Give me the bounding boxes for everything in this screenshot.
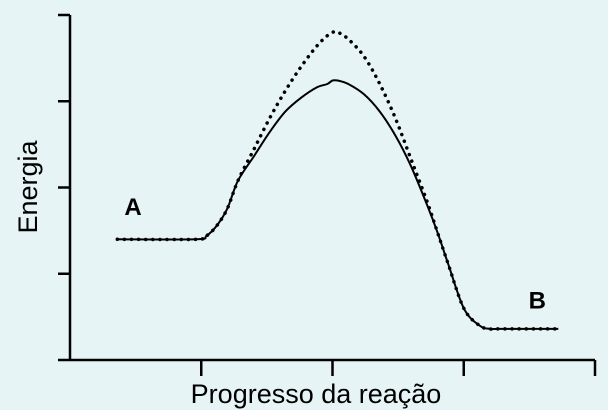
- series-line-solid: [117, 79, 559, 331]
- x-axis-label: Progresso da reação: [191, 379, 442, 409]
- axes: [58, 15, 595, 362]
- series-group: [115, 29, 561, 331]
- point-label-b: B: [529, 287, 546, 314]
- axis-ticks: [58, 13, 597, 376]
- annotations: AB: [124, 194, 546, 314]
- point-label-a: A: [124, 194, 141, 221]
- y-axis-label: Energia: [13, 139, 43, 233]
- series-line-dotted: [115, 29, 561, 331]
